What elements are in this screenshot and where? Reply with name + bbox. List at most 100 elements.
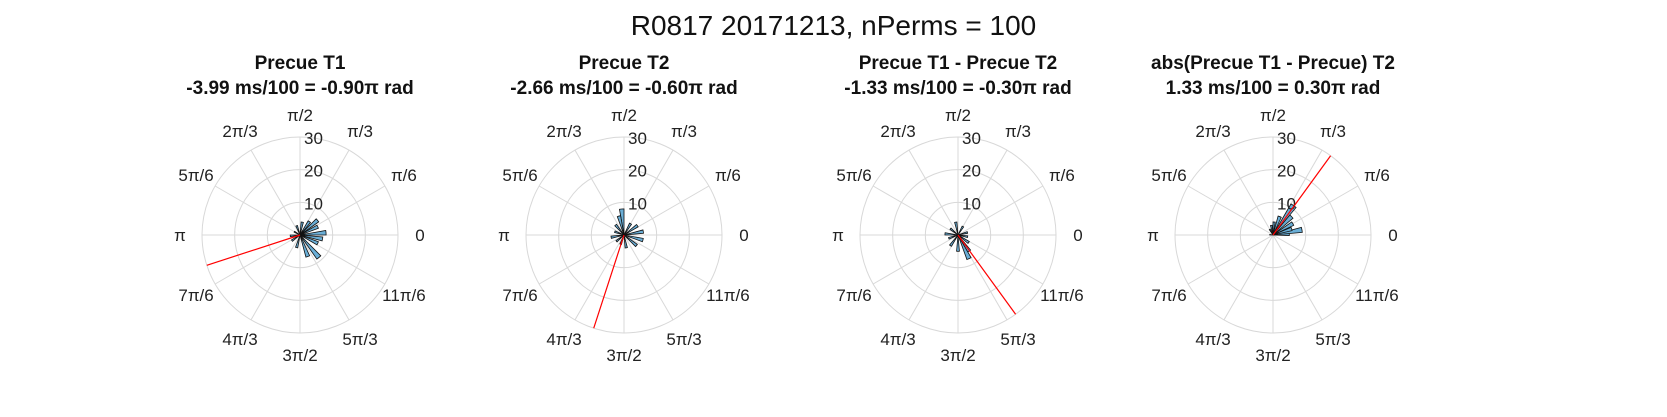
polar-panel-2: Precue T2 -2.66 ms/100 = -0.60π rad 0 π/6… <box>459 50 789 410</box>
grid-spoke <box>250 234 301 321</box>
r-tick-label: 20 <box>962 162 981 181</box>
theta-tick-label: 3π/2 <box>282 346 317 365</box>
histogram-bin <box>299 234 311 258</box>
grid-spoke <box>908 234 959 321</box>
theta-tick-label: 5π/6 <box>178 166 213 185</box>
r-tick-label: 30 <box>628 129 647 148</box>
histogram-bin <box>1272 221 1295 236</box>
theta-tick-label: π <box>174 226 186 245</box>
histogram-bin <box>954 221 959 236</box>
histogram-bin <box>957 225 965 236</box>
histogram-bin <box>1268 228 1274 236</box>
histogram-bin <box>616 215 625 236</box>
mean-angle-line <box>206 234 301 266</box>
grid-spoke <box>957 149 1008 236</box>
panel-subtitle: -1.33 ms/100 = -0.30π rad <box>844 78 1072 99</box>
theta-tick-label: 2π/3 <box>880 122 915 141</box>
histogram-bin <box>299 234 319 246</box>
theta-tick-label: 11π/6 <box>706 286 750 305</box>
polar-panel-4: abs(Precue T1 - Precue) T2 1.33 ms/100 =… <box>1108 50 1438 410</box>
histogram-bin <box>957 231 969 236</box>
panel-subtitle: 1.33 ms/100 = 0.30π rad <box>1165 78 1381 99</box>
theta-tick-label: π/2 <box>611 106 637 125</box>
histogram-bin <box>299 220 312 236</box>
theta-tick-label: 7π/6 <box>1151 286 1186 305</box>
r-tick-label: 10 <box>1277 194 1296 213</box>
theta-tick-label: π/3 <box>1005 122 1031 141</box>
theta-tick-label: π/6 <box>391 166 417 185</box>
r-tick-label: 20 <box>628 162 647 181</box>
histogram-bin <box>299 221 304 236</box>
panel-title: Precue T1 <box>254 53 346 74</box>
theta-tick-label: 0 <box>415 226 424 245</box>
mean-angle-line <box>593 234 625 329</box>
figure-title: R0817 20171213, nPerms = 100 <box>630 10 1037 41</box>
theta-tick-label: π <box>1147 226 1159 245</box>
grid-spoke <box>1223 234 1274 321</box>
histogram-bin <box>299 229 327 236</box>
grid-spoke <box>1223 149 1274 236</box>
r-tick-label: 20 <box>304 162 323 181</box>
theta-tick-label: 7π/6 <box>836 286 871 305</box>
theta-tick-label: π/3 <box>1320 122 1346 141</box>
theta-tick-label: π <box>498 226 510 245</box>
grid-spoke <box>957 185 1044 236</box>
histogram-bin <box>290 234 301 242</box>
histogram-bin <box>1272 215 1282 236</box>
histogram-bin <box>610 234 625 239</box>
mean-angle-line <box>957 234 1017 315</box>
theta-tick-label: π/2 <box>287 106 313 125</box>
histogram-bin <box>623 234 628 249</box>
theta-tick-label: π/3 <box>347 122 373 141</box>
panel-subtitle: -2.66 ms/100 = -0.60π rad <box>510 78 738 99</box>
polar-plot: 0 π/6 π/3 π/2 2π/3 5π/6 π 7π/6 4π/3 3π/2 5π/3 11π/6… <box>1147 106 1399 365</box>
theta-tick-label: 4π/3 <box>1195 330 1230 349</box>
r-tick-label: 30 <box>1277 129 1296 148</box>
theta-tick-label: π/2 <box>1260 106 1286 125</box>
grid-spoke <box>250 149 301 236</box>
polar-panel-3: Precue T1 - Precue T2 -1.33 ms/100 = -0.… <box>793 50 1123 410</box>
panel-title: Precue T2 <box>578 53 670 74</box>
histogram-bin <box>299 234 324 242</box>
polar-plot: 0 π/6 π/3 π/2 2π/3 5π/6 π 7π/6 4π/3 3π/2 5π/3 11π/6… <box>174 106 426 365</box>
grid-spoke <box>214 234 301 285</box>
theta-tick-label: 2π/3 <box>222 122 257 141</box>
theta-tick-label: 11π/6 <box>1355 286 1399 305</box>
r-tick-label: 10 <box>628 194 647 213</box>
histogram-bin <box>1272 221 1276 236</box>
grid-spoke <box>538 234 625 285</box>
theta-tick-label: 7π/6 <box>502 286 537 305</box>
panel-title: Precue T1 - Precue T2 <box>858 53 1058 74</box>
grid-spoke <box>957 234 1044 285</box>
polar-plot: 0 π/6 π/3 π/2 2π/3 5π/6 π 7π/6 4π/3 3π/2 5π/3 11π/6… <box>832 106 1084 365</box>
histogram-bin <box>293 230 301 236</box>
theta-tick-label: 0 <box>1073 226 1082 245</box>
grid-spoke <box>623 149 674 236</box>
grid-spoke <box>299 234 350 321</box>
histogram-bin <box>944 232 959 236</box>
histogram-bin <box>295 234 301 249</box>
histogram-bin <box>295 225 301 236</box>
histogram-bin <box>949 234 959 247</box>
theta-tick-label: 3π/2 <box>1255 346 1290 365</box>
histogram-bin <box>623 223 639 236</box>
theta-tick-label: π/2 <box>945 106 971 125</box>
theta-tick-label: 7π/6 <box>178 286 213 305</box>
theta-tick-label: 5π/6 <box>836 166 871 185</box>
theta-tick-label: 2π/3 <box>1195 122 1230 141</box>
polar-plot: 0 π/6 π/3 π/2 2π/3 5π/6 π 7π/6 4π/3 3π/2 5π/3 11π/6… <box>498 106 750 365</box>
theta-tick-label: π/6 <box>1049 166 1075 185</box>
grid-spoke <box>1187 234 1274 285</box>
theta-tick-label: 11π/6 <box>382 286 426 305</box>
histogram-bin <box>1269 224 1274 236</box>
r-tick-label: 10 <box>304 194 323 213</box>
histogram-bin <box>615 234 625 243</box>
histogram-bin <box>956 234 960 252</box>
theta-tick-label: 5π/3 <box>1000 330 1035 349</box>
histogram-bin <box>623 234 638 248</box>
theta-tick-label: 5π/6 <box>1151 166 1186 185</box>
histogram-bin <box>623 222 633 236</box>
histogram-bin <box>299 218 320 236</box>
mean-angle-line <box>1272 155 1332 236</box>
grid-spoke <box>1187 185 1274 236</box>
